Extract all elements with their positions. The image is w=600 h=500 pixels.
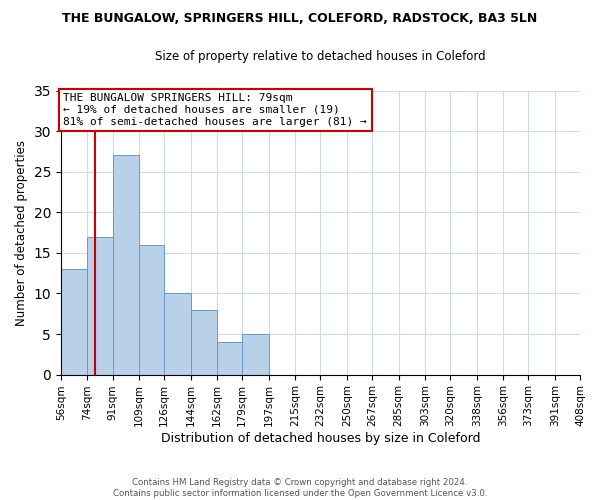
Bar [88, 236, 113, 374]
X-axis label: Distribution of detached houses by size in Coleford: Distribution of detached houses by size … [161, 432, 480, 445]
Title: Size of property relative to detached houses in Coleford: Size of property relative to detached ho… [155, 50, 486, 63]
Bar [164, 294, 191, 374]
Bar [113, 156, 139, 374]
Text: Contains HM Land Registry data © Crown copyright and database right 2024.
Contai: Contains HM Land Registry data © Crown c… [113, 478, 487, 498]
Bar [217, 342, 242, 374]
Text: THE BUNGALOW SPRINGERS HILL: 79sqm
← 19% of detached houses are smaller (19)
81%: THE BUNGALOW SPRINGERS HILL: 79sqm ← 19%… [64, 94, 367, 126]
Text: THE BUNGALOW, SPRINGERS HILL, COLEFORD, RADSTOCK, BA3 5LN: THE BUNGALOW, SPRINGERS HILL, COLEFORD, … [62, 12, 538, 26]
Bar [61, 269, 88, 374]
Bar [242, 334, 269, 374]
Y-axis label: Number of detached properties: Number of detached properties [15, 140, 28, 326]
Bar [139, 244, 164, 374]
Bar [191, 310, 217, 374]
